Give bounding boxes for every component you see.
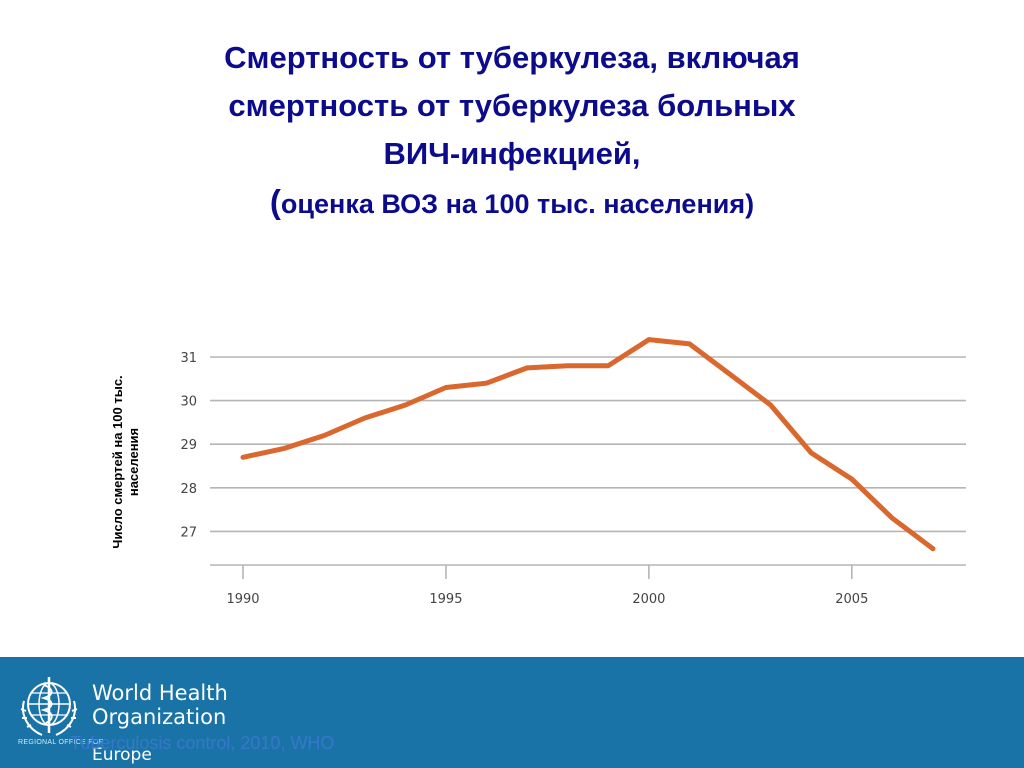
data-point-2003 (770, 404, 772, 406)
data-point-2007 (932, 548, 934, 550)
data-point-1993 (364, 417, 366, 419)
org-name-line-2: Organization (92, 705, 227, 729)
y-tick-label-31: 31 (180, 351, 197, 366)
data-point-2001 (689, 343, 690, 345)
series-line-0 (240, 337, 936, 552)
x-tick-label-2000: 2000 (632, 592, 665, 607)
tb-mortality-chart: 27 28 29 30 31 1990 1995 2000 2005 (180, 337, 966, 607)
data-point-1998 (567, 365, 569, 367)
title-line-3: ВИЧ-инфекцией, (383, 136, 641, 171)
data-point-2006 (891, 517, 893, 519)
source-caption: Tuberculosis control, 2010, WHO (70, 733, 335, 753)
y-tick-label-28: 28 (180, 482, 197, 497)
data-point-1996 (486, 382, 487, 384)
title-line-4: (оценка ВОЗ на 100 тыс. населения) (60, 178, 964, 228)
y-tick-label-30: 30 (180, 395, 197, 410)
tick-labels: 27 28 29 30 31 1990 1995 2000 2005 (180, 351, 868, 607)
title-line-2: смертность от туберкулеза больных (228, 88, 796, 123)
x-tick-label-2005: 2005 (835, 592, 868, 607)
data-point-1997 (526, 367, 528, 369)
data-point-1992 (323, 435, 325, 436)
data-point-2002 (729, 373, 731, 375)
footer-bar: World Health Organization REGIONAL OFFIC… (0, 657, 1024, 768)
data-point-1999 (607, 365, 609, 367)
y-tick-label-29: 29 (180, 438, 197, 453)
region-name: Europe (92, 745, 152, 765)
title-line-1: Смертность от туберкулеза, включая (224, 40, 800, 75)
data-point-1991 (283, 448, 285, 450)
y-tick-label-27: 27 (180, 525, 197, 540)
data-point-2005 (851, 478, 853, 480)
series-group (240, 337, 936, 552)
data-point-2004 (810, 452, 812, 454)
data-point-1990 (242, 456, 244, 458)
slide-title: Смертность от туберкулеза, включая смерт… (60, 34, 964, 228)
title-paren-open: ( (269, 183, 281, 220)
data-point-1995 (445, 387, 447, 388)
data-point-1994 (404, 404, 406, 406)
who-emblem-icon (20, 677, 78, 736)
x-tick-label-1990: 1990 (226, 592, 259, 607)
region-office-label: REGIONAL OFFICE FOR (18, 739, 104, 746)
who-wordmark: World Health Organization REGIONAL OFFIC… (18, 681, 228, 765)
axes (210, 564, 966, 579)
x-tick-label-1995: 1995 (429, 592, 462, 607)
title-subtitle: оценка ВОЗ на 100 тыс. населения) (280, 189, 755, 219)
org-name-line-1: World Health (92, 681, 228, 705)
grid-lines (210, 356, 966, 533)
data-point-2000 (648, 339, 650, 341)
